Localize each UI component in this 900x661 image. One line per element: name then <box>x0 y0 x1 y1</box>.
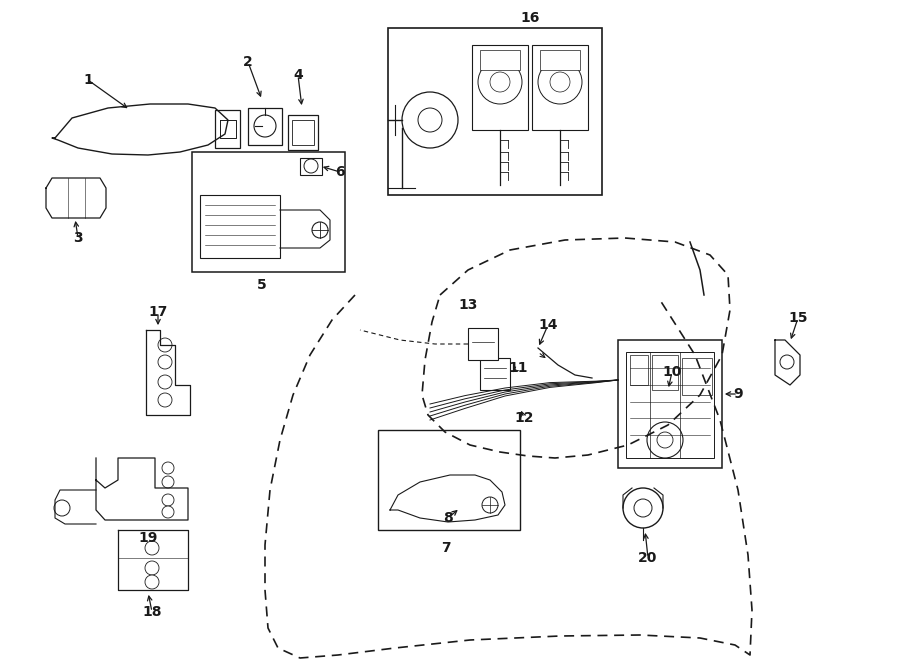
Circle shape <box>418 108 442 132</box>
Circle shape <box>254 115 276 137</box>
Bar <box>630 355 648 385</box>
Circle shape <box>162 506 174 518</box>
Bar <box>532 45 588 130</box>
Bar <box>292 120 314 145</box>
Bar <box>288 115 318 150</box>
Circle shape <box>158 375 172 389</box>
Bar <box>618 340 722 468</box>
Text: 5: 5 <box>257 278 267 292</box>
Bar <box>388 28 602 195</box>
Text: 6: 6 <box>335 165 345 179</box>
Circle shape <box>304 159 318 173</box>
Circle shape <box>158 338 172 352</box>
Bar <box>300 158 322 175</box>
Circle shape <box>54 500 70 516</box>
Circle shape <box>402 92 458 148</box>
Circle shape <box>162 476 174 488</box>
Text: 15: 15 <box>788 311 808 325</box>
Circle shape <box>657 432 673 448</box>
Text: 10: 10 <box>662 365 681 379</box>
Text: 4: 4 <box>293 68 303 82</box>
Text: 14: 14 <box>538 318 558 332</box>
Text: 16: 16 <box>520 11 540 25</box>
Text: 18: 18 <box>142 605 162 619</box>
Text: 13: 13 <box>458 298 478 312</box>
Text: 7: 7 <box>441 541 451 555</box>
Text: 12: 12 <box>514 411 534 425</box>
Text: 20: 20 <box>638 551 658 565</box>
Text: 11: 11 <box>508 361 527 375</box>
Circle shape <box>647 422 683 458</box>
Bar <box>626 352 714 458</box>
Circle shape <box>145 541 159 555</box>
Circle shape <box>538 60 582 104</box>
Circle shape <box>145 561 159 575</box>
Circle shape <box>312 222 328 238</box>
Circle shape <box>623 488 663 528</box>
Bar <box>480 358 510 390</box>
Bar <box>248 108 282 145</box>
Circle shape <box>482 497 498 513</box>
Circle shape <box>550 72 570 92</box>
Circle shape <box>162 494 174 506</box>
Bar <box>215 110 240 148</box>
Circle shape <box>634 499 652 517</box>
Bar <box>200 195 280 258</box>
Bar <box>192 152 345 272</box>
Circle shape <box>158 355 172 369</box>
Circle shape <box>158 393 172 407</box>
Bar <box>472 45 528 130</box>
Text: 17: 17 <box>148 305 167 319</box>
Text: 3: 3 <box>73 231 83 245</box>
Circle shape <box>145 575 159 589</box>
Circle shape <box>162 462 174 474</box>
Text: 1: 1 <box>83 73 93 87</box>
Text: 8: 8 <box>443 511 453 525</box>
Bar <box>480 50 520 70</box>
Text: 19: 19 <box>139 531 158 545</box>
Bar <box>378 430 520 530</box>
Circle shape <box>490 72 510 92</box>
Circle shape <box>780 355 794 369</box>
Bar <box>682 358 712 395</box>
Bar <box>540 50 580 70</box>
Bar <box>652 355 678 390</box>
Text: 2: 2 <box>243 55 253 69</box>
Circle shape <box>478 60 522 104</box>
Text: 9: 9 <box>734 387 742 401</box>
Bar <box>468 328 498 360</box>
